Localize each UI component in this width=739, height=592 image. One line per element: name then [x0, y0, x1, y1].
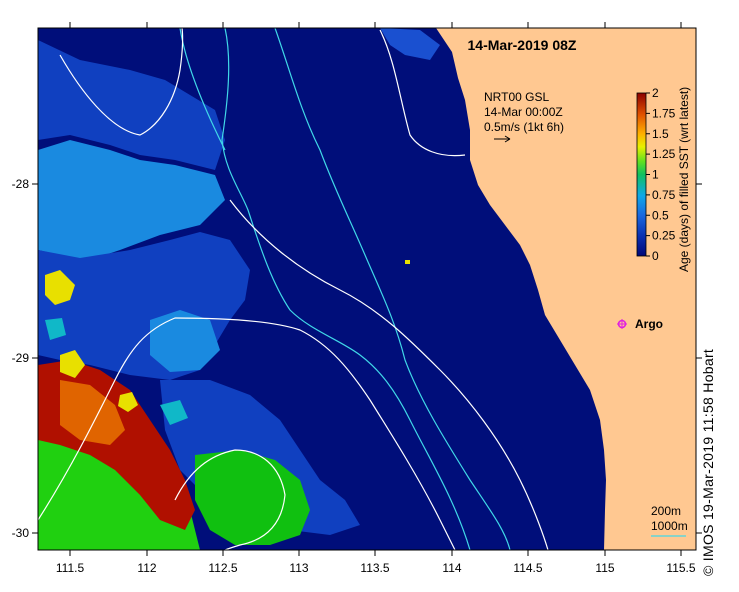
contour-legend: 200m 1000m	[651, 504, 688, 537]
argo-marker: Argo	[617, 317, 663, 331]
patch-green-south	[195, 450, 310, 545]
colorbar-tick-label: 1	[652, 168, 659, 182]
current-info-line1: NRT00 GSL	[484, 90, 549, 104]
current-info-line2: 14-Mar 00:00Z	[484, 105, 563, 119]
colorbar-scale	[636, 92, 647, 257]
legend-200m: 200m	[651, 504, 681, 518]
x-tick-label: 115	[595, 561, 614, 575]
patch-light-blue-mid	[150, 310, 220, 372]
contour-1000m-e	[174, 449, 286, 550]
colorbar-label: Age (days) of filled SST (wrt latest)	[677, 87, 691, 272]
sst-age-patches	[38, 28, 440, 550]
contour-1000m-c	[38, 317, 456, 550]
map-title: 14-Mar-2019 08Z	[468, 37, 577, 53]
y-tick-label: -30	[12, 526, 30, 540]
colorbar-ticks: 2 1.75 1.5 1.25 1 0.75 0.5 0.25 0	[646, 86, 676, 263]
patch-blue-north	[38, 40, 225, 170]
x-tick-label: 114	[442, 561, 461, 575]
contour-1000m-b	[229, 199, 549, 550]
patch-blue-coast	[380, 28, 440, 60]
x-tick-label: 115.5	[666, 561, 695, 575]
argo-float-icon	[617, 319, 627, 329]
copyright-credit: © IMOS 19-Mar-2019 11:58 Hobart	[700, 348, 716, 576]
colorbar-tick-label: 0.25	[652, 229, 676, 243]
patch-yellow-flecks	[45, 270, 138, 412]
x-tick-label: 112.5	[208, 561, 237, 575]
plot-area	[38, 28, 696, 550]
contour-200m-c	[179, 28, 226, 151]
contours-200m	[179, 28, 511, 550]
y-axis: -28 -29 -30	[12, 177, 702, 540]
contour-200m-a	[274, 28, 511, 550]
colorbar-tick-label: 0.75	[652, 188, 676, 202]
y-tick-label: -28	[12, 177, 30, 191]
patch-light-blue-north	[38, 140, 225, 260]
y-tick-label: -29	[12, 351, 30, 365]
colorbar-tick-label: 2	[652, 86, 659, 100]
contour-200m-b	[221, 28, 471, 550]
x-tick-label: 113	[289, 561, 308, 575]
colorbar-tick-label: 1.25	[652, 147, 676, 161]
colorbar-tick-label: 0	[652, 249, 659, 263]
patch-orange-band	[60, 380, 125, 445]
contours-1000m	[38, 28, 549, 550]
current-info-line3: 0.5m/s (1kt 6h)	[484, 120, 564, 134]
colorbar-tick-label: 0.5	[652, 208, 669, 222]
x-tick-label: 111.5	[56, 561, 85, 575]
plot-frame	[37, 27, 697, 551]
contour-1000m-d	[379, 29, 466, 157]
colorbar: 2 1.75 1.5 1.25 1 0.75 0.5 0.25 0 Age (days) of …	[636, 86, 691, 272]
contour-1000m-a	[59, 28, 184, 136]
x-tick-label: 113.5	[360, 561, 389, 575]
x-tick-label: 114.5	[513, 561, 542, 575]
current-scale-arrow-icon	[494, 135, 511, 143]
current-vector-info: NRT00 GSL 14-Mar 00:00Z 0.5m/s (1kt 6h)	[484, 90, 564, 143]
argo-label: Argo	[635, 317, 663, 331]
land-mass	[436, 28, 696, 550]
x-axis: 111.5 112 112.5 113 113.5 114 114.5 115 115.5	[56, 22, 696, 575]
patch-cyan-flecks	[45, 318, 188, 425]
colorbar-tick-label: 1.75	[652, 106, 676, 120]
legend-1000m: 1000m	[651, 519, 688, 533]
data-fleck	[405, 260, 410, 264]
x-tick-label: 112	[137, 561, 156, 575]
colorbar-tick-label: 1.5	[652, 127, 669, 141]
